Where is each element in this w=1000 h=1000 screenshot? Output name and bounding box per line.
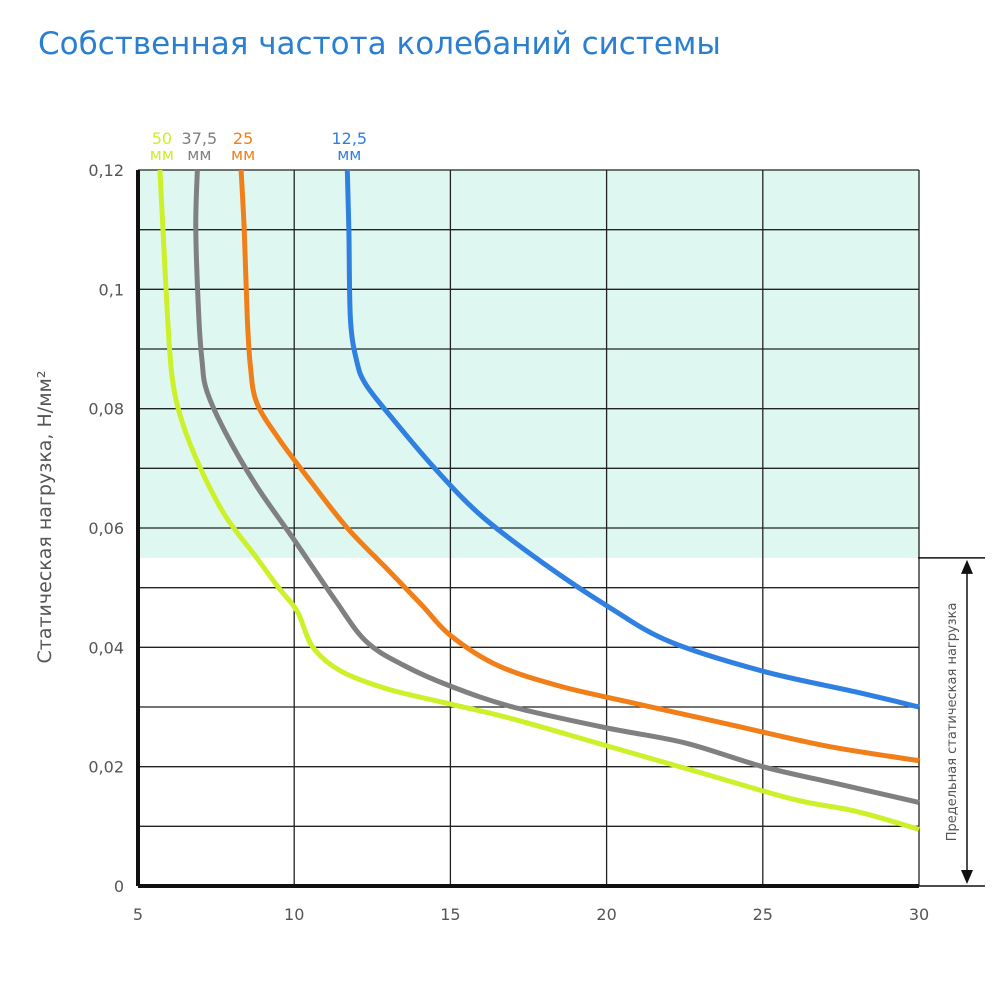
- y-tick-label: 0: [114, 877, 124, 896]
- series-label-2: 25: [233, 129, 253, 148]
- series-unit-label-0: мм: [150, 145, 174, 164]
- y-axis-label: Статическая нагрузка, Н/мм²: [34, 371, 56, 664]
- y-tick-label: 0,06: [88, 519, 124, 538]
- series-label-1: 37,5: [182, 129, 218, 148]
- limit-zone-label: Предельная статическая нагрузка: [945, 603, 960, 842]
- y-tick-label: 0,12: [88, 161, 124, 180]
- series-label-3: 12,5: [331, 129, 367, 148]
- arrow-down-icon: [961, 870, 973, 884]
- series-layer: [157, 169, 920, 832]
- series-line-0: [157, 169, 920, 832]
- limit-zone-band: [138, 170, 919, 558]
- y-tick-label: 0,04: [88, 638, 124, 657]
- y-tick-label: 0,08: [88, 400, 124, 419]
- x-tick-label: 15: [440, 905, 460, 924]
- limit-zone-layer: [138, 170, 919, 558]
- x-tick-label: 5: [133, 905, 143, 924]
- series-line-1: [193, 169, 920, 805]
- label-layer: 5 10 15 20 25 30 0 0,02 0,04 0,06 0,08 0,1 0,12 Стати…: [34, 129, 960, 924]
- series-unit-label-3: мм: [337, 145, 361, 164]
- series-unit-label-2: мм: [231, 145, 255, 164]
- x-tick-label: 10: [284, 905, 304, 924]
- x-tick-label: 25: [753, 905, 773, 924]
- series-line-2: [238, 169, 920, 764]
- y-tick-label: 0,02: [88, 758, 124, 777]
- y-tick-label: 0,1: [99, 280, 124, 299]
- axis-layer: [136, 170, 985, 888]
- grid-layer: [138, 169, 920, 886]
- series-line-3: [344, 169, 920, 710]
- series-unit-label-1: мм: [187, 145, 211, 164]
- x-tick-label: 30: [909, 905, 929, 924]
- chart-title: Собственная частота колебаний системы: [38, 26, 721, 62]
- arrow-up-icon: [961, 559, 973, 574]
- x-tick-label: 20: [596, 905, 616, 924]
- series-label-0: 50: [152, 129, 172, 148]
